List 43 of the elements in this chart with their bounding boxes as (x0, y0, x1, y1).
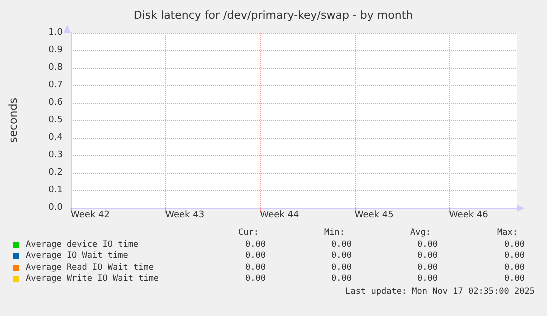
text: 0.00 (244, 251, 266, 262)
x-tick-label: Week 43 (166, 210, 205, 220)
text: Max: (496, 228, 518, 240)
y-tick-label: 0.4 (48, 133, 64, 143)
y-axis-title: seconds (7, 98, 20, 143)
text: 0.00 (504, 262, 525, 274)
legend-label: Average device IO time (26, 240, 139, 251)
y-tick-label: 0.6 (48, 98, 64, 108)
text: Avg: (410, 228, 431, 240)
text: 0.00 (504, 240, 525, 251)
legend-label: Average Write IO Wait time (26, 274, 160, 286)
legend-label: Average Read IO Wait time (26, 262, 154, 274)
y-tick-label: 0.1 (48, 186, 63, 196)
y-tick-label: 1.0 (48, 28, 64, 38)
text: 0.00 (330, 274, 352, 286)
y-tick-label: 0.7 (48, 80, 63, 90)
x-tick-label: Week 45 (354, 210, 394, 220)
text: 0.00 (244, 274, 266, 286)
text: 0.00 (244, 240, 266, 251)
x-tick-label: Week 44 (260, 210, 300, 220)
x-tick-label: Week 42 (71, 210, 110, 220)
text: 0.00 (330, 240, 352, 251)
text: 0.00 (416, 274, 438, 286)
text: Last update: Mon Nov 17 02:35:00 2025 (346, 287, 535, 297)
text: 0.00 (330, 251, 352, 262)
text: Cur: (238, 228, 259, 240)
legend-label: Average IO Wait time (26, 251, 128, 262)
chart-title: Disk latency for /dev/primary-key/swap - by month (134, 9, 414, 22)
text: Min: (324, 228, 345, 240)
text: 0.00 (244, 262, 266, 274)
y-tick-label: 0.9 (48, 46, 64, 56)
text: 0.00 (504, 251, 525, 262)
y-tick-label: 0.3 (48, 150, 63, 160)
x-tick-label: Week 46 (449, 210, 489, 220)
y-tick-label: 0.0 (48, 203, 64, 213)
y-tick-label: 0.8 (48, 63, 64, 73)
text: 0.00 (416, 240, 438, 251)
text: 0.00 (330, 262, 352, 274)
text: 0.00 (416, 262, 438, 274)
y-tick-label: 0.2 (48, 168, 63, 178)
text: 0.00 (504, 274, 525, 286)
text: 0.00 (416, 251, 438, 262)
y-tick-label: 0.5 (48, 116, 63, 126)
